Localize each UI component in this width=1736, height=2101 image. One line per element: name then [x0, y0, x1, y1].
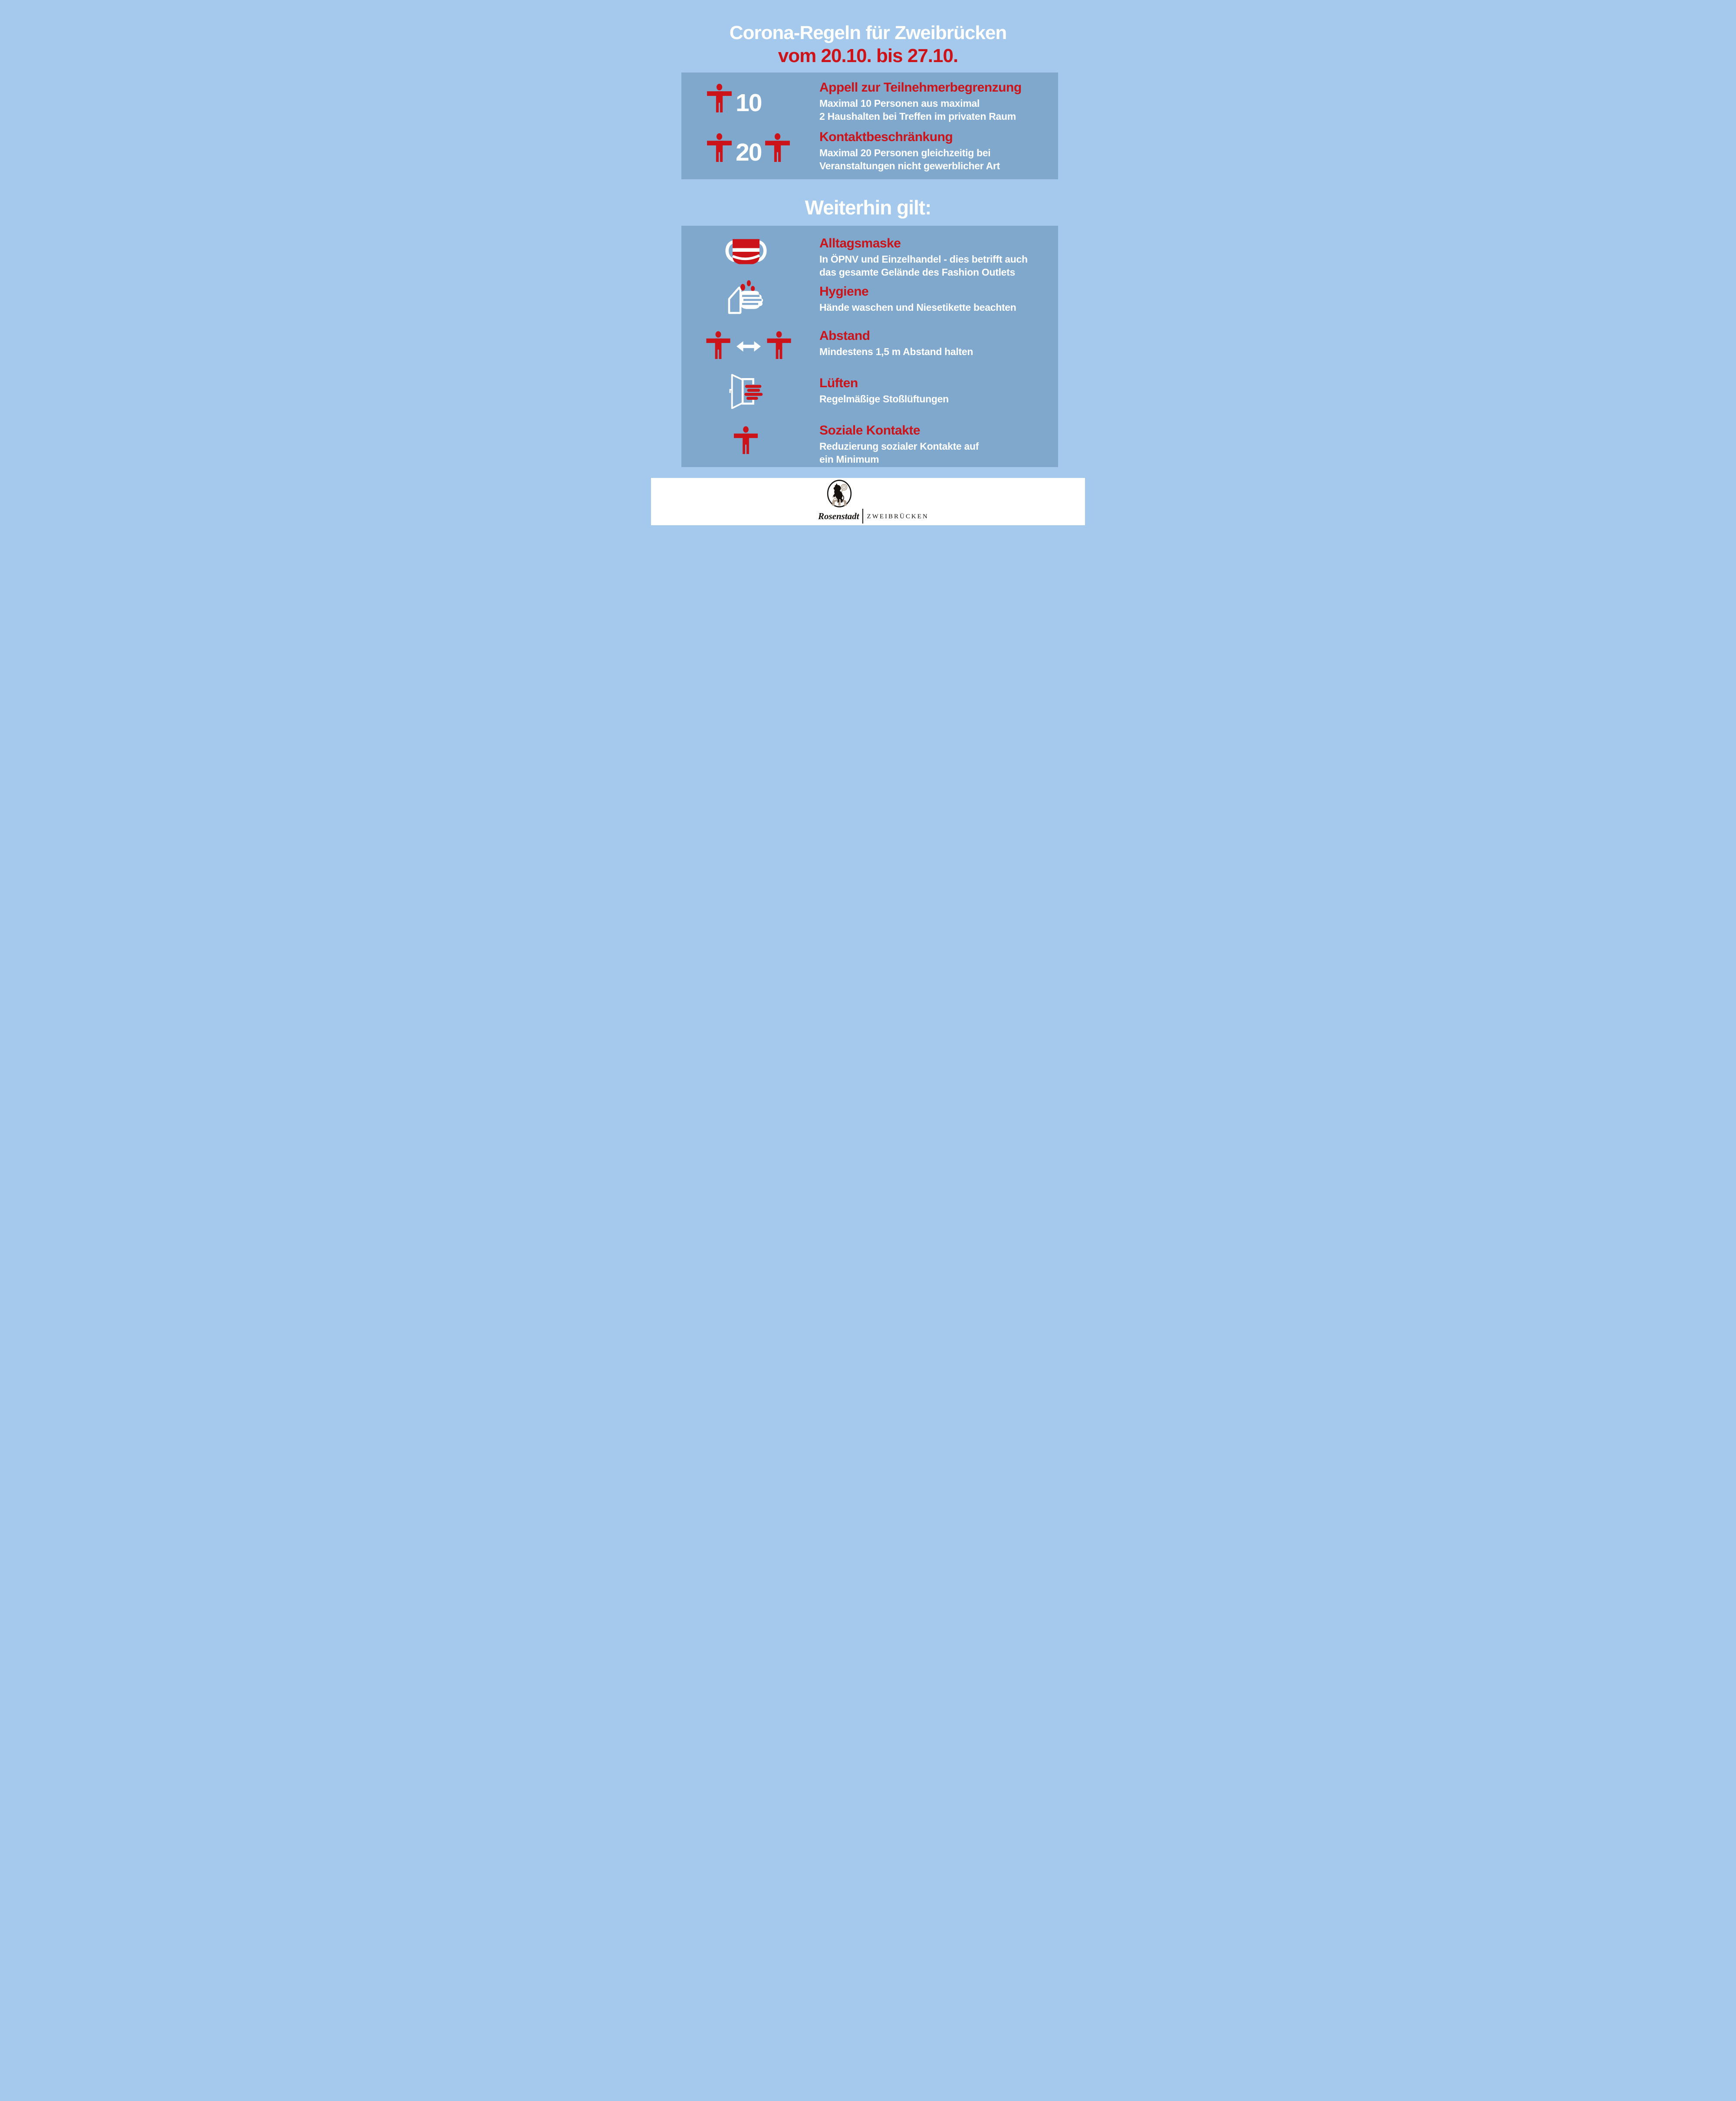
page-title: Corona-Regeln für Zweibrücken	[729, 22, 1007, 43]
city-logo-horse-rose-bridge-icon	[827, 480, 852, 507]
rule-10-icon-group: 10	[707, 84, 762, 117]
guideline-mask-text: Alltagsmaske In ÖPNV und Einzelhandel - …	[819, 235, 1028, 279]
rule-heading: Appell zur Teilnehmerbegrenzung	[819, 80, 1022, 95]
max-persons-count: 20	[736, 138, 762, 166]
guideline-line: Mindestens 1,5 m Abstand halten	[819, 346, 973, 357]
brand-wordmark: Rosenstadt ZWEIBRÜCKEN	[818, 508, 929, 524]
guideline-heading: Hygiene	[819, 284, 869, 299]
section-title: Weiterhin gilt:	[805, 196, 932, 219]
rule-line: Maximal 20 Personen gleichzeitig bei	[819, 147, 991, 158]
rule-20-text: Kontaktbeschränkung Maximal 20 Personen …	[819, 129, 1000, 172]
guideline-airing-text: Lüften Regelmäßige Stoßlüftungen	[819, 375, 949, 405]
person-icon	[733, 426, 758, 454]
rule-line: Maximal 10 Personen aus maximal	[819, 98, 980, 109]
brand-divider	[862, 509, 863, 524]
distance-icon	[706, 331, 792, 359]
brand-caps-text: ZWEIBRÜCKEN	[867, 513, 929, 520]
max-persons-count: 10	[736, 89, 762, 117]
brand-script-text: Rosenstadt	[818, 510, 859, 521]
corona-rules-infographic: Corona-Regeln für Zweibrücken vom 20.10.…	[651, 0, 1085, 525]
guideline-line: In ÖPNV und Einzelhandel - dies betrifft…	[819, 254, 1028, 265]
guideline-heading: Abstand	[819, 329, 870, 343]
guideline-heading: Soziale Kontakte	[819, 423, 921, 438]
rule-line: 2 Haushalten bei Treffen im privaten Rau…	[819, 111, 1016, 122]
guideline-line: Regelmäßige Stoßlüftungen	[819, 393, 949, 405]
guideline-heading: Lüften	[819, 376, 858, 390]
rule-line: Veranstaltungen nicht gewerblicher Art	[819, 160, 1000, 171]
rule-20-icon-group: 20	[707, 133, 790, 166]
person-icon	[767, 331, 791, 359]
person-icon	[765, 133, 790, 162]
footer: Rosenstadt ZWEIBRÜCKEN	[651, 478, 1085, 525]
guideline-hygiene-text: Hygiene Hände waschen und Niesetikette b…	[819, 283, 1016, 314]
guidelines-panel: Alltagsmaske In ÖPNV und Einzelhandel - …	[681, 226, 1058, 467]
person-icon	[707, 133, 732, 162]
rule-heading: Kontaktbeschränkung	[819, 130, 953, 144]
rules-panel: 10 Appell zur Teilnehmerbegrenzung Maxim…	[681, 72, 1058, 179]
guideline-heading: Alltagsmaske	[819, 236, 901, 250]
hand-washing-icon	[725, 280, 768, 314]
guideline-line: das gesamte Gelände des Fashion Outlets	[819, 267, 1015, 278]
person-icon	[706, 331, 730, 359]
guideline-distance-text: Abstand Mindestens 1,5 m Abstand halten	[819, 328, 973, 358]
face-mask-icon	[722, 236, 770, 267]
guideline-line: Hände waschen und Niesetikette beachten	[819, 302, 1016, 313]
page-subtitle-date-range: vom 20.10. bis 27.10.	[778, 45, 958, 66]
guideline-line: ein Minimum	[819, 454, 879, 465]
rule-10-text: Appell zur Teilnehmerbegrenzung Maximal …	[819, 79, 1022, 123]
person-icon	[707, 84, 732, 112]
double-arrow-icon	[736, 341, 761, 352]
guideline-social-contacts-text: Soziale Kontakte Reduzierung sozialer Ko…	[819, 422, 979, 466]
open-door-icon	[727, 372, 764, 409]
guideline-line: Reduzierung sozialer Kontakte auf	[819, 441, 979, 452]
